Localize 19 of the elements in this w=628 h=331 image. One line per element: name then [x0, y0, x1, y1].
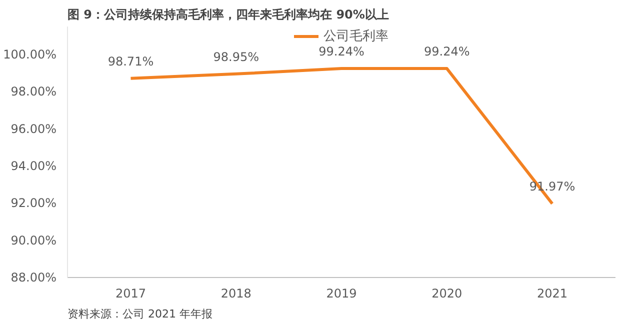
data-label: 99.24% [424, 44, 470, 59]
data-label: 99.24% [318, 44, 364, 59]
y-tick-label: 100.00% [3, 47, 56, 62]
y-tick-label: 90.00% [10, 233, 57, 248]
x-tick-label: 2020 [432, 286, 462, 300]
x-tick-label: 2021 [537, 286, 568, 300]
y-tick-label: 94.00% [10, 158, 57, 173]
y-tick-label: 88.00% [10, 270, 57, 284]
chart-title: 图 9：公司持续保持高毛利率，四年来毛利率均在 90%以上 [68, 8, 389, 22]
x-tick-label: 2017 [115, 286, 146, 300]
data-label: 98.95% [213, 50, 260, 64]
y-tick-label: 92.00% [10, 196, 57, 210]
data-label: 98.71% [108, 54, 154, 68]
text: 资料来源：公司 2021 年年报 [68, 308, 212, 320]
y-tick-label: 96.00% [10, 122, 57, 136]
y-tick-label: 98.00% [10, 84, 57, 99]
legend-label: 公司毛利率 [324, 28, 388, 45]
x-tick-label: 2019 [326, 286, 357, 300]
x-tick-label: 2018 [220, 286, 252, 300]
